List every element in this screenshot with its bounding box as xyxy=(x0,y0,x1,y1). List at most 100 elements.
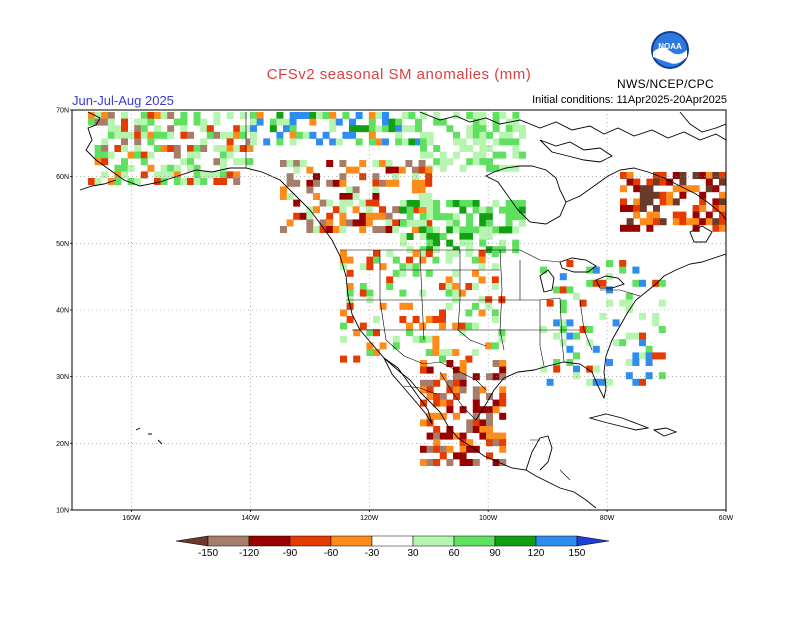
anomaly-cell xyxy=(620,172,627,179)
anomaly-cell xyxy=(256,112,264,119)
anomaly-cell xyxy=(719,205,726,212)
anomaly-cell xyxy=(639,332,646,340)
anomaly-cell xyxy=(101,138,109,146)
anomaly-cell xyxy=(499,164,507,172)
anomaly-cell xyxy=(439,412,447,420)
anomaly-cell xyxy=(659,172,667,179)
anomaly-cell xyxy=(412,226,419,233)
anomaly-cell xyxy=(499,131,507,139)
anomaly-cell xyxy=(573,372,580,380)
lon-tick-label: 80W xyxy=(600,515,615,522)
anomaly-cell xyxy=(419,322,427,330)
anomaly-cell xyxy=(121,158,128,166)
anomaly-cell xyxy=(154,178,161,185)
anomaly-cell xyxy=(319,226,327,233)
anomaly-cell xyxy=(173,178,181,185)
anomaly-cell xyxy=(359,160,367,167)
anomaly-cell xyxy=(375,112,383,119)
anomaly-cell xyxy=(453,112,460,119)
anomaly-cell xyxy=(368,112,376,119)
anomaly-cell xyxy=(233,158,241,166)
anomaly-cell xyxy=(107,131,115,139)
anomaly-cell xyxy=(366,256,374,264)
anomaly-cell xyxy=(365,199,373,207)
anomaly-cell xyxy=(372,226,380,233)
anomaly-cell xyxy=(472,131,480,139)
anomaly-cell xyxy=(479,432,487,440)
anomaly-cell xyxy=(553,365,561,373)
anomaly-cell xyxy=(319,219,327,227)
anomaly-cell xyxy=(472,151,480,159)
anomaly-cell xyxy=(459,233,467,240)
anomaly-cell xyxy=(154,145,161,152)
anomaly-cell xyxy=(445,349,453,356)
anomaly-cell xyxy=(114,125,122,133)
anomaly-cell xyxy=(705,218,713,226)
anomaly-cell xyxy=(465,309,473,317)
anomaly-cell xyxy=(672,218,680,226)
anomaly-cell xyxy=(329,138,337,146)
anomaly-cell xyxy=(472,426,480,433)
anomaly-cell xyxy=(233,131,241,139)
anomaly-cell xyxy=(355,112,363,119)
anomaly-cell xyxy=(415,118,422,126)
anomaly-cell xyxy=(340,256,347,264)
anomaly-cell xyxy=(499,112,507,119)
anomaly-cell xyxy=(167,125,175,133)
anomaly-cell xyxy=(316,138,323,146)
anomaly-cell xyxy=(362,125,370,133)
anomaly-cell xyxy=(672,172,680,179)
anomaly-cell xyxy=(479,138,487,146)
anomaly-cell xyxy=(400,233,407,240)
anomaly-cell xyxy=(486,426,493,433)
anomaly-cell xyxy=(359,199,367,207)
anomaly-cell xyxy=(392,166,400,174)
anomaly-cell xyxy=(491,316,499,323)
anomaly-cell xyxy=(686,218,693,226)
anomaly-cell xyxy=(472,445,480,453)
anomaly-cell xyxy=(586,365,594,373)
anomaly-cell xyxy=(250,112,257,119)
anomaly-cell xyxy=(446,379,454,387)
anomaly-cell xyxy=(446,406,454,414)
anomaly-cell xyxy=(213,158,221,166)
anomaly-cell xyxy=(479,112,487,119)
anomaly-cell xyxy=(385,212,393,220)
anomaly-cell xyxy=(379,160,386,167)
anomaly-cell xyxy=(619,266,627,274)
anomaly-cell xyxy=(439,452,447,460)
anomaly-cell xyxy=(658,352,666,360)
anomaly-cell xyxy=(459,445,467,453)
anomaly-cell xyxy=(479,151,487,159)
anomaly-cell xyxy=(512,151,520,159)
anomaly-cell xyxy=(439,158,447,166)
anomaly-cell xyxy=(286,193,294,200)
anomaly-cell xyxy=(505,164,513,172)
anomaly-cell xyxy=(418,206,426,214)
anomaly-cell xyxy=(419,219,427,227)
anomaly-cell xyxy=(632,332,640,340)
anomaly-cell xyxy=(213,112,221,119)
anomaly-cell xyxy=(352,186,360,194)
anomaly-cell xyxy=(187,178,194,185)
colorbar-label: 90 xyxy=(489,548,501,559)
anomaly-cell xyxy=(499,399,507,407)
anomaly-cell xyxy=(426,432,434,440)
anomaly-cell xyxy=(453,393,460,400)
anomaly-cell xyxy=(426,213,434,221)
anomaly-cell xyxy=(309,112,317,119)
anomaly-cell xyxy=(412,179,419,187)
anomaly-cell xyxy=(505,226,513,234)
anomaly-cell xyxy=(306,166,314,174)
anomaly-cell xyxy=(167,131,175,139)
anomaly-cell xyxy=(359,219,367,227)
anomaly-cell xyxy=(433,426,441,433)
anomaly-cell xyxy=(419,233,427,240)
anomaly-cell xyxy=(406,322,413,330)
anomaly-cell xyxy=(472,349,479,356)
anomaly-cell xyxy=(405,160,413,167)
anomaly-cell xyxy=(160,131,168,139)
anomaly-cell xyxy=(626,205,634,212)
anomaly-cell xyxy=(639,185,647,193)
anomaly-cell xyxy=(699,205,707,212)
